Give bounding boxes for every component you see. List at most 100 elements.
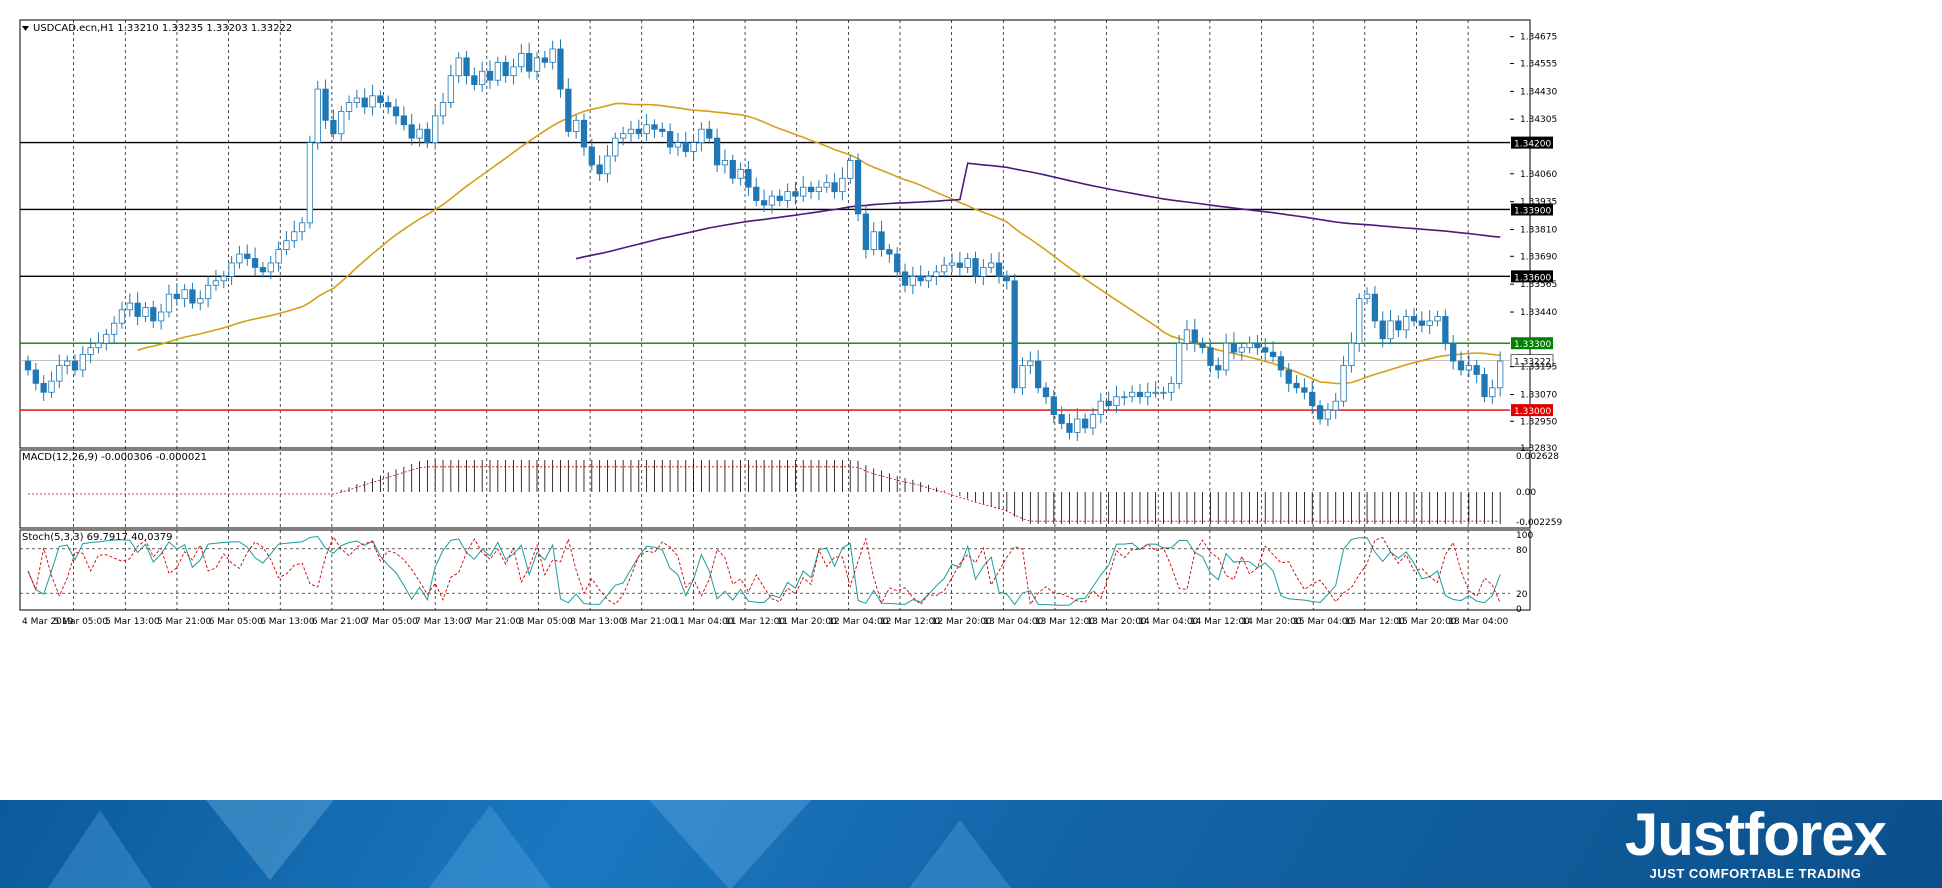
time-label: 12 Mar 12:00 (880, 617, 940, 627)
level-label: 1.33000 (1514, 407, 1551, 417)
candles (24, 39, 1504, 442)
candle-body (1089, 414, 1097, 429)
stochastic: 100 80 20 0 (20, 531, 1533, 615)
level-label-box (1511, 337, 1553, 350)
brand-name: Justforex (1624, 801, 1887, 868)
stoch-tick-label: 100 (1516, 531, 1533, 541)
time-label: 14 Mar 04:00 (1138, 617, 1198, 627)
stoch-tick-label: 80 (1516, 546, 1528, 556)
stoch-tick-label: 20 (1516, 590, 1528, 600)
candle-body (228, 262, 235, 277)
candle-body (768, 195, 776, 206)
current-price-label: 1.33222 (1514, 358, 1551, 368)
candle-body (1097, 400, 1104, 415)
candle-body (792, 191, 799, 197)
price-tick-label: 1.33440 (1520, 308, 1557, 318)
candle-body (526, 53, 533, 72)
candle-body (901, 271, 909, 286)
candle-body (56, 365, 63, 382)
decor-triangle (420, 805, 560, 888)
candle-body (956, 262, 963, 268)
candle-body (729, 160, 736, 179)
candle-body (713, 137, 721, 166)
price-tick-label: 1.33565 (1520, 280, 1557, 290)
candle-body (886, 249, 893, 255)
candle-body (1348, 342, 1355, 366)
time-label: 8 Mar 21:00 (622, 617, 677, 627)
candle-body (212, 280, 220, 286)
time-label: 11 Mar 04:00 (673, 617, 733, 627)
candle-body (1371, 293, 1379, 322)
candle-body (1168, 382, 1175, 393)
candle-body (518, 53, 525, 68)
candle-body (800, 186, 807, 197)
time-label: 7 Mar 05:00 (364, 617, 419, 627)
candle-body (165, 293, 173, 313)
candle-body (753, 186, 760, 201)
candle-body (479, 70, 486, 86)
candle-body (1199, 342, 1206, 349)
candle-body (588, 146, 595, 166)
candle-body (377, 95, 384, 103)
candle-body (1128, 391, 1136, 398)
candle-body (1254, 342, 1261, 349)
candle-body (416, 128, 423, 139)
decor-triangle (640, 800, 820, 888)
candle-body (1426, 320, 1433, 326)
candle-body (1160, 391, 1167, 394)
candle-body (447, 75, 454, 103)
candle-body (1418, 320, 1426, 326)
stoch-d-line (27, 536, 1501, 606)
candle-body (1011, 280, 1018, 389)
candle-body (1121, 396, 1128, 399)
stoch-tick-label: 0 (1516, 605, 1522, 615)
price-tick-label: 1.34305 (1520, 115, 1557, 125)
candle-body (471, 75, 478, 86)
price-tick-label: 1.34430 (1520, 87, 1557, 97)
candle-body (259, 267, 267, 273)
brand-logo[interactable]: Justforex JUST COMFORTABLE TRADING (1624, 800, 1887, 881)
candle-body (690, 142, 697, 152)
price-tick-label: 1.33810 (1520, 226, 1557, 236)
candle-body (925, 275, 932, 282)
candle-body (674, 142, 682, 148)
candle-body (854, 160, 862, 215)
time-label: 13 Mar 12:00 (1035, 617, 1095, 627)
candle-body (1262, 347, 1269, 353)
candle-body (941, 264, 948, 273)
chart-area[interactable]: 1.34200 1.33900 1.33600 1.33300 1.33000 1.332… (0, 0, 1942, 800)
candle-body (486, 70, 494, 81)
price-tick-label: 1.33935 (1520, 198, 1557, 208)
candle-body (573, 119, 580, 132)
candle-body (330, 119, 337, 135)
candle-body (1074, 418, 1081, 433)
candle-body (204, 284, 212, 300)
candle-body (40, 382, 47, 393)
candle-body (909, 275, 917, 286)
candle-body (565, 88, 572, 132)
candle-body (1207, 347, 1214, 366)
candle-body (1387, 320, 1394, 340)
time-label: 13 Mar 04:00 (983, 617, 1043, 627)
candle-body (275, 249, 282, 264)
macd-tick-label: 0.00 (1516, 488, 1536, 498)
candle-body (706, 128, 713, 139)
candle-body (619, 133, 627, 139)
candle-body (134, 302, 141, 317)
level-label: 1.33300 (1514, 340, 1551, 350)
candle-body (79, 353, 86, 371)
candle-body (1324, 409, 1332, 420)
candle-body (541, 57, 548, 63)
candle-body (181, 289, 188, 300)
horizontal-levels: 1.34200 1.33900 1.33600 1.33300 1.33000 1.332… (20, 136, 1554, 417)
macd-histogram: 0.002628 0.00 -0.002259 (28, 452, 1562, 528)
candle-body (1066, 423, 1073, 433)
dropdown-icon[interactable] (22, 26, 29, 31)
candle-body (1379, 320, 1386, 340)
brand-banner: Justforex JUST COMFORTABLE TRADING (0, 800, 1942, 888)
candle-body (596, 164, 603, 175)
candle-body (71, 360, 79, 371)
candle-body (549, 48, 556, 63)
candle-body (220, 275, 227, 282)
